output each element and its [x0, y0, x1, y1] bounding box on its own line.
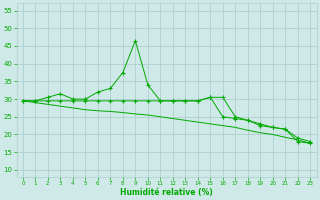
X-axis label: Humidité relative (%): Humidité relative (%) — [120, 188, 213, 197]
